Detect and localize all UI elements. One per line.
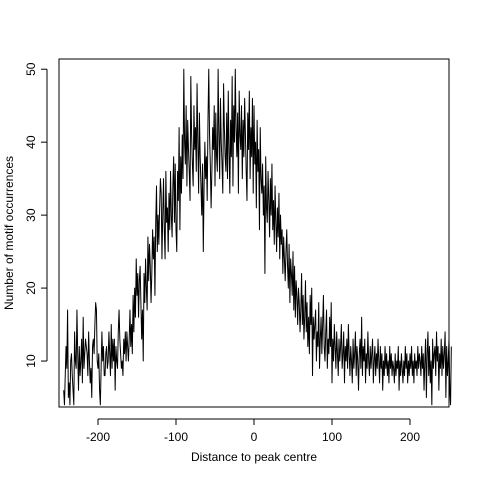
x-tick-label: -100 bbox=[164, 430, 188, 444]
x-axis-label: Distance to peak centre bbox=[191, 450, 317, 464]
y-axis-label: Number of motif occurrences bbox=[2, 156, 16, 310]
axis-layer: -200 -100 0 100 200 10 20 30 40 50 bbox=[24, 58, 450, 444]
y-tick-label: 20 bbox=[24, 281, 38, 295]
y-tick-label: 30 bbox=[24, 208, 38, 222]
y-tick-label: 50 bbox=[24, 62, 38, 76]
series-layer bbox=[63, 68, 452, 406]
y-tick-label: 40 bbox=[24, 135, 38, 149]
x-tick-label: 0 bbox=[251, 430, 258, 444]
y-tick-label: 10 bbox=[24, 354, 38, 368]
x-tick-label: 100 bbox=[322, 430, 342, 444]
x-tick-label: 200 bbox=[400, 430, 420, 444]
series-line-0 bbox=[63, 68, 452, 406]
x-tick-label: -200 bbox=[86, 430, 110, 444]
plot-box bbox=[58, 58, 450, 408]
